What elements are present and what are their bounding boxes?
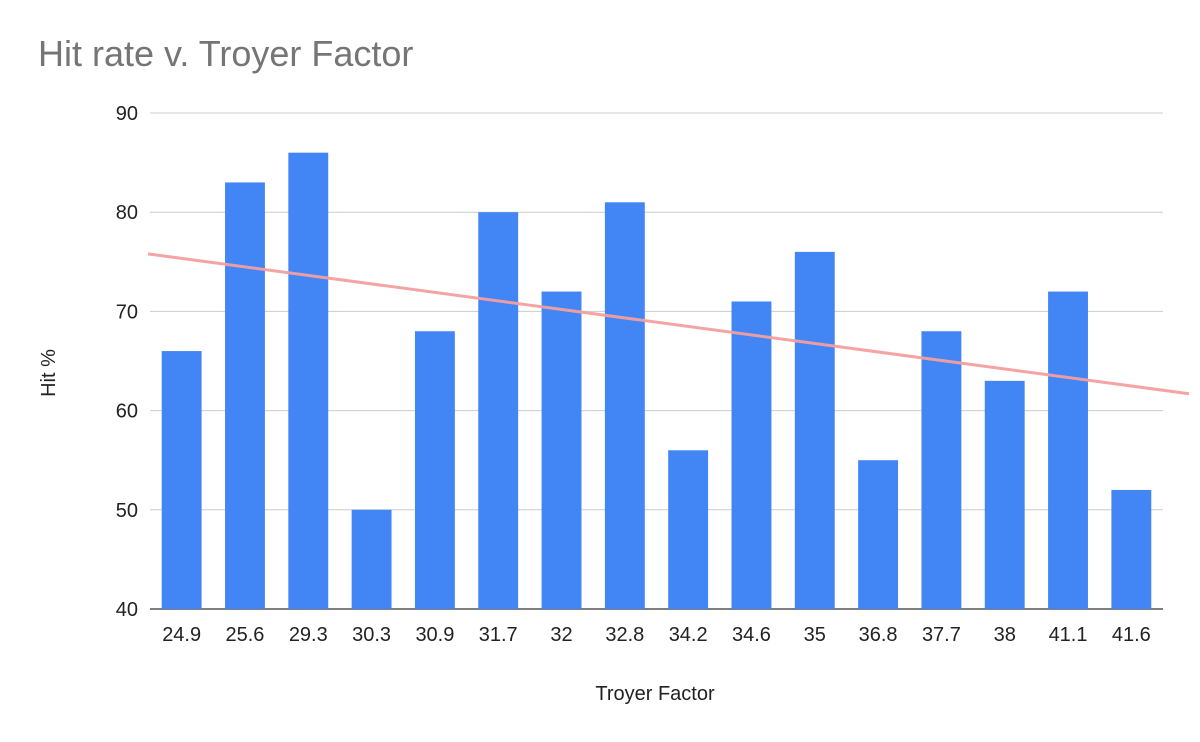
trendline [147,252,1190,396]
bar [984,380,1025,609]
y-tick-label: 70 [116,301,138,323]
bar [858,460,899,609]
y-tick-label: 60 [116,401,138,423]
bar [668,450,709,609]
x-tick-label: 41.6 [1112,624,1151,646]
x-tick-label: 35 [804,624,826,646]
x-tick-label: 36.8 [859,624,898,646]
bar [731,301,772,609]
y-tick-labels: 40 50 60 70 80 90 [116,103,138,621]
bar [414,331,455,609]
x-tick-labels: 24.9 25.6 29.3 30.3 30.9 31.7 32 32.8 34.2 34.6 35… [162,624,1151,646]
x-tick-label: 38 [994,624,1016,646]
y-tick-label: 40 [116,599,138,621]
bar [225,182,265,609]
bar [288,152,329,609]
x-tick-label: 34.2 [669,624,708,646]
bar [541,291,582,609]
y-tick-label: 50 [116,500,138,522]
y-tick-label: 90 [116,103,138,125]
bar [1111,489,1152,609]
bar [604,202,645,609]
x-tick-label: 31.7 [479,624,518,646]
bar [478,212,519,609]
y-tick-label: 80 [116,202,138,224]
bars [161,152,1152,609]
bar [351,509,392,609]
x-tick-label: 24.9 [162,624,201,646]
x-tick-label: 29.3 [289,624,328,646]
bar [794,251,835,609]
x-tick-label: 30.9 [415,624,454,646]
bar [921,331,962,609]
x-tick-label: 32.8 [605,624,644,646]
x-tick-label: 34.6 [732,624,771,646]
x-tick-label: 41.1 [1049,624,1088,646]
x-axis-label: Troyer Factor [595,683,715,705]
bar [1048,291,1088,609]
x-tick-label: 30.3 [352,624,391,646]
chart-title: Hit rate v. Troyer Factor [38,33,414,74]
x-tick-label: 37.7 [922,624,961,646]
bar [161,351,202,609]
x-tick-label: 25.6 [226,624,265,646]
trendline-layer [147,252,1190,396]
x-tick-label: 32 [550,624,572,646]
y-axis-label: Hit % [38,349,60,397]
